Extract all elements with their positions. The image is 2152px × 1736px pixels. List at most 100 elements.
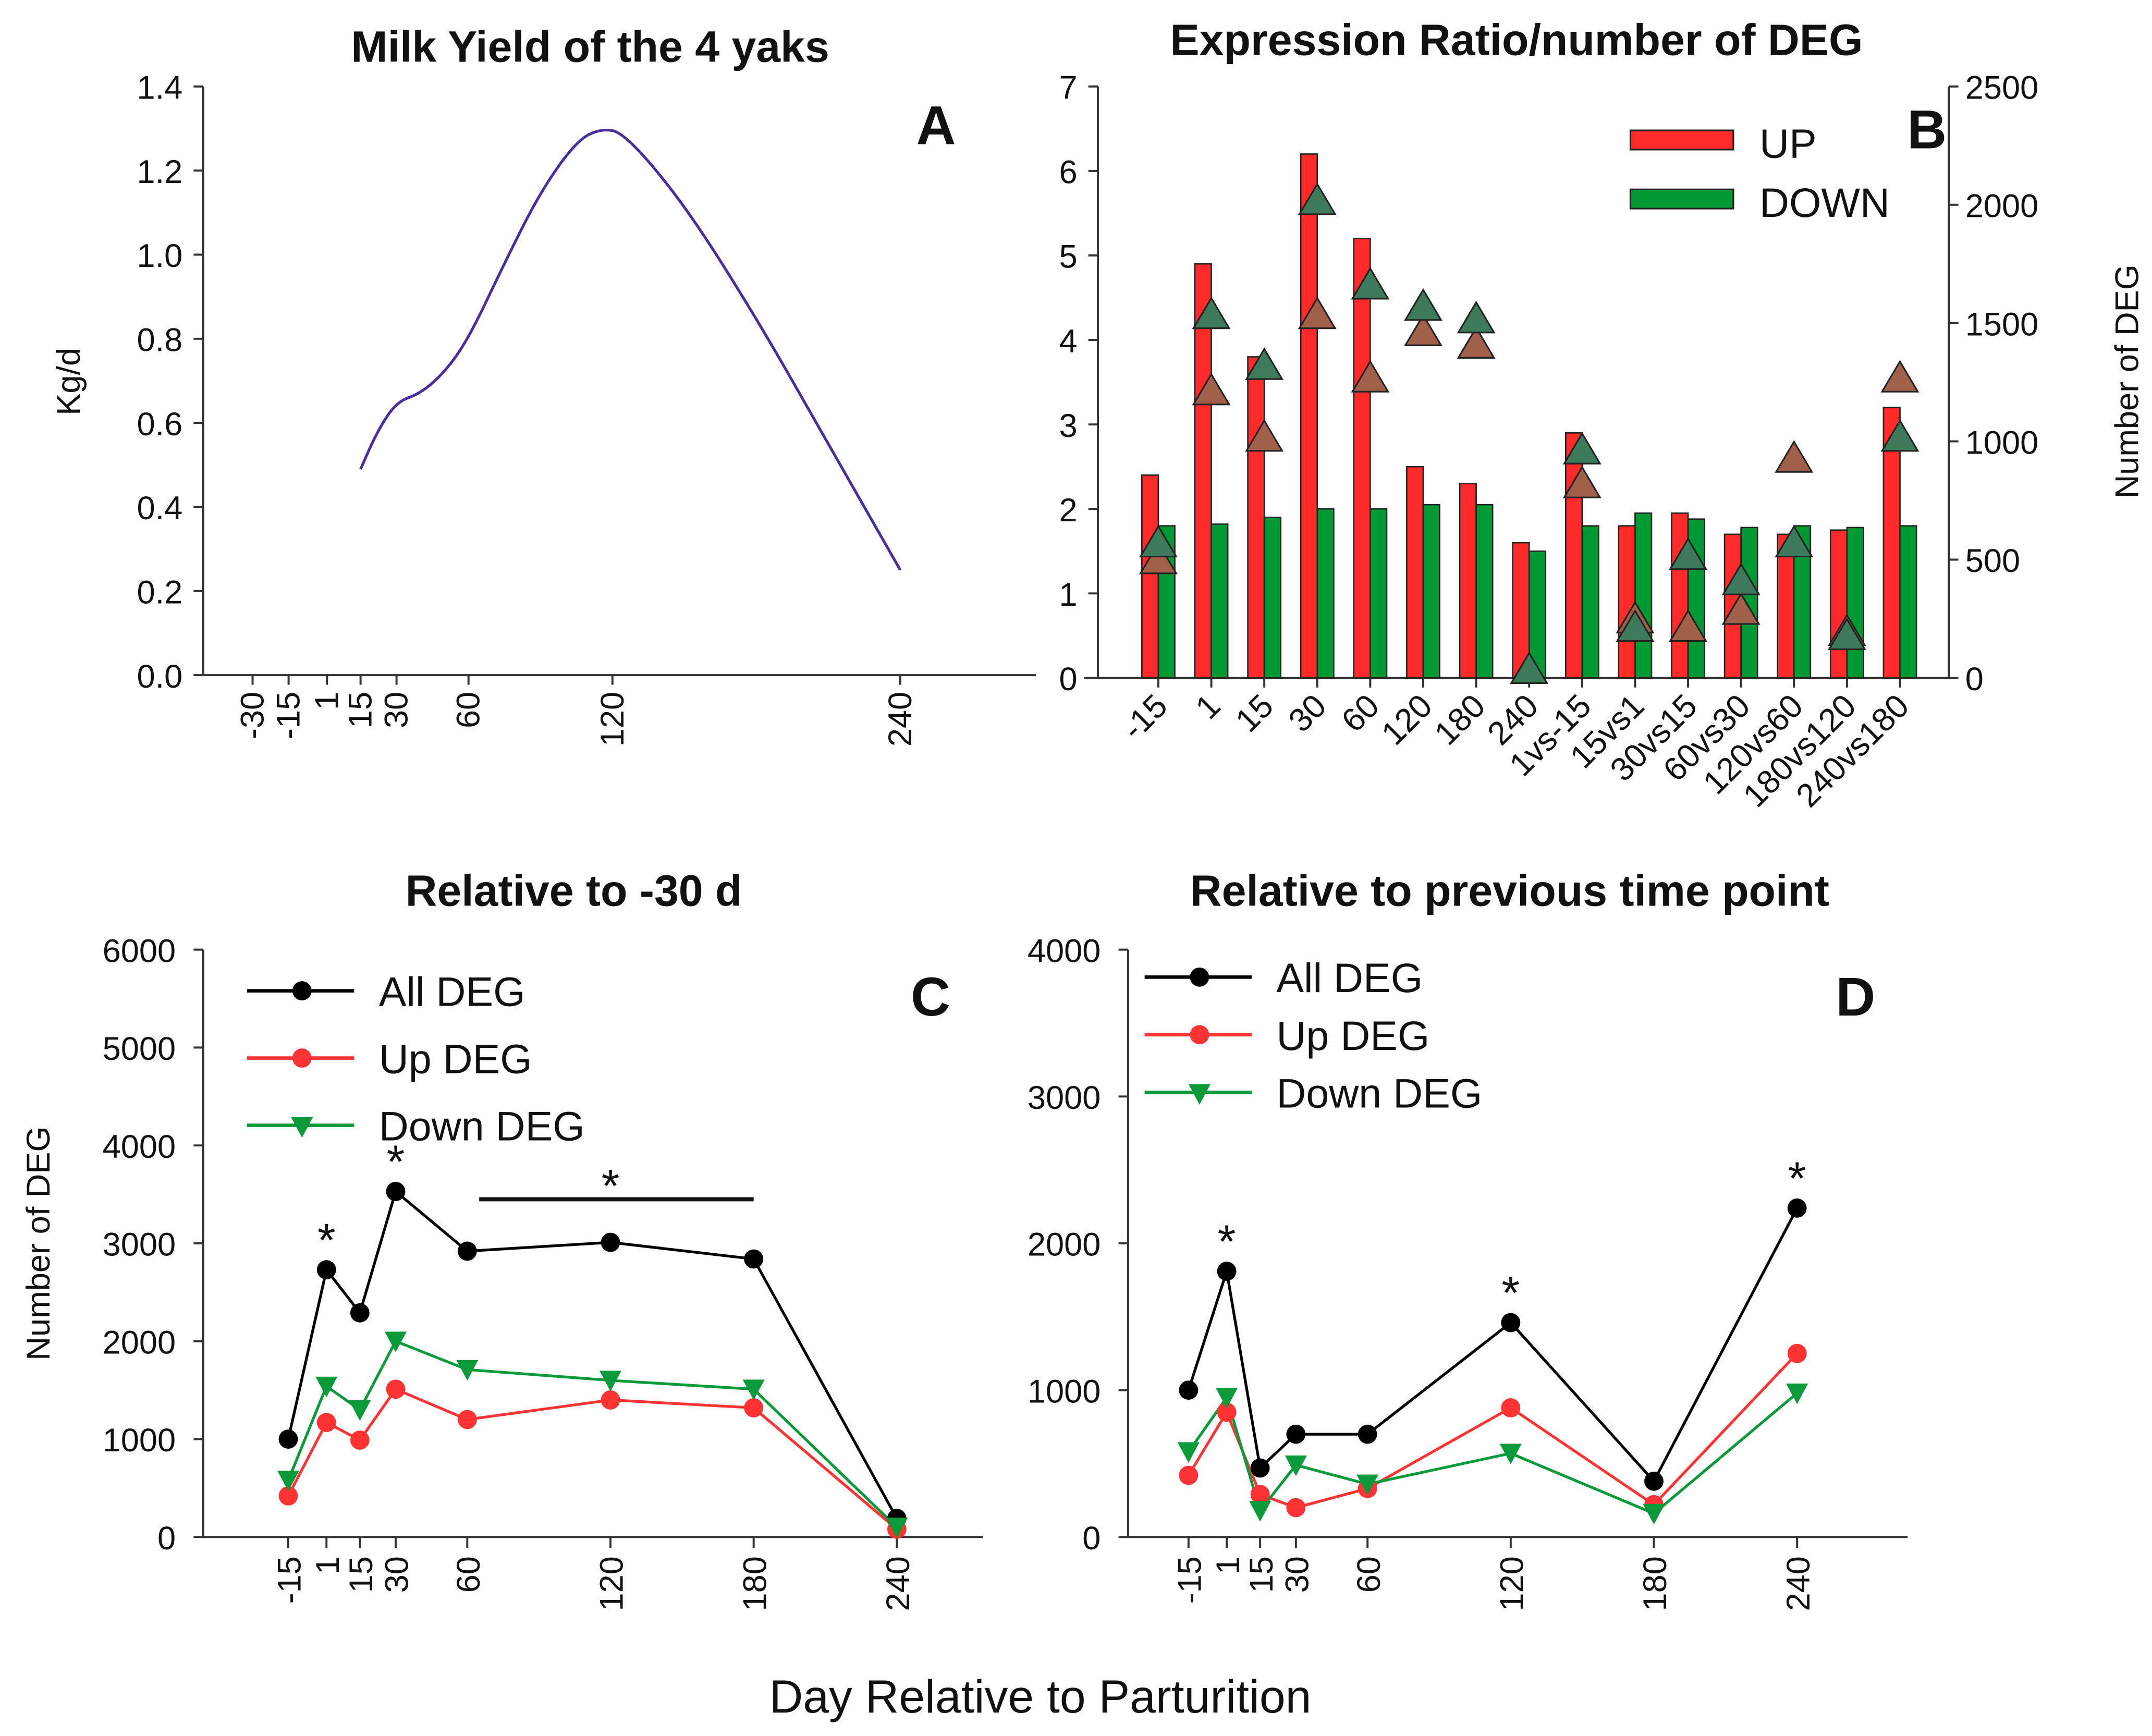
data-point-down-deg <box>1499 1444 1522 1464</box>
data-point-all-deg <box>1217 1262 1237 1281</box>
y-tick-label-a: 1.2 <box>137 154 183 190</box>
triangle-marker-brown <box>1457 326 1496 359</box>
data-point-all-deg <box>316 1260 336 1280</box>
data-point-all-deg <box>1250 1458 1270 1478</box>
data-point-all-deg <box>457 1241 477 1261</box>
y-tick-label-b: 4 <box>1059 323 1078 360</box>
y-tick-label-d: 0 <box>1082 1520 1101 1557</box>
data-point-up-deg <box>1250 1485 1270 1505</box>
data-point-all-deg <box>1787 1198 1807 1218</box>
legend-swatch-up <box>1629 129 1734 151</box>
data-point-down-deg <box>456 1360 479 1381</box>
triangle-marker-green <box>1192 296 1231 329</box>
x-tick-label-c: 120 <box>594 1556 630 1611</box>
y-tick-label-d: 4000 <box>1028 933 1101 969</box>
y-axis-label-a: Kg/d <box>51 348 87 415</box>
y2-tick-label-b: 2500 <box>1965 70 2039 106</box>
x-tick-label-a: 1 <box>309 692 345 710</box>
x-tick-label-d: -15 <box>1172 1556 1208 1604</box>
bar-down <box>1422 504 1440 679</box>
triangle-marker-brown <box>1562 466 1601 498</box>
significance-asterisk: * <box>1218 1215 1236 1267</box>
panel-label-b: B <box>1907 99 1947 160</box>
data-point-all-deg <box>386 1182 406 1201</box>
data-point-all-deg <box>1644 1471 1664 1491</box>
x-tick-label-c: 15 <box>343 1556 380 1593</box>
triangle-marker-green <box>1510 651 1549 684</box>
y-tick-label-a: 0.2 <box>137 574 183 611</box>
panel-label-d: D <box>1836 967 1875 1028</box>
bar-up <box>1671 512 1689 679</box>
x-tick-label-c: -15 <box>272 1556 308 1604</box>
triangle-marker-brown <box>1139 541 1178 574</box>
legend-marker <box>292 1048 312 1068</box>
chart-title-d: Relative to previous time point <box>1190 866 1829 915</box>
x-tick-label-c: 180 <box>737 1556 773 1611</box>
triangle-marker-brown <box>1351 360 1390 393</box>
x-tick-label-d: 240 <box>1780 1556 1817 1611</box>
bar-up <box>1406 466 1424 679</box>
data-point-down-deg <box>315 1376 338 1398</box>
triangle-marker-green <box>1404 288 1442 321</box>
x-tick-label-a: -30 <box>235 692 271 739</box>
data-point-up-deg <box>278 1486 298 1506</box>
bar-down <box>1370 508 1388 679</box>
x-tick-label-d: 180 <box>1637 1556 1673 1611</box>
x-tick-label-c: 60 <box>450 1556 487 1593</box>
chart-title-a: Milk Yield of the 4 yaks <box>351 22 829 71</box>
data-point-down-deg <box>1786 1383 1808 1404</box>
y-tick-label-a: 1.0 <box>137 238 183 274</box>
data-point-down-deg <box>277 1470 300 1492</box>
series-line-up-deg <box>287 1387 898 1531</box>
data-point-all-deg <box>1358 1424 1377 1444</box>
y-tick-label-c: 5000 <box>103 1031 176 1067</box>
y-axis-label-c: Number of DEG <box>20 1126 57 1360</box>
significance-asterisk: * <box>602 1160 620 1212</box>
milk-yield-line <box>359 128 902 571</box>
triangle-marker-brown <box>1245 419 1284 452</box>
triangle-marker-brown <box>1880 360 1919 393</box>
data-point-all-deg <box>350 1303 370 1323</box>
x-tick-label-a: 120 <box>594 692 631 747</box>
data-point-up-deg <box>601 1390 620 1410</box>
y-tick-label-c: 1000 <box>103 1422 176 1459</box>
data-point-down-deg <box>599 1371 622 1391</box>
triangle-marker-green <box>1616 609 1655 642</box>
legend-marker <box>1190 1025 1209 1045</box>
data-point-down-deg <box>1285 1455 1307 1476</box>
y-tick-label-d: 2000 <box>1028 1227 1101 1263</box>
y-tick-label-b: 1 <box>1059 577 1078 613</box>
y-tick-label-c: 2000 <box>103 1324 176 1361</box>
data-point-all-deg <box>601 1232 620 1252</box>
data-point-up-deg <box>386 1379 406 1399</box>
triangle-marker-brown <box>1669 609 1708 642</box>
series-line-all-deg <box>287 1189 898 1519</box>
bar-up <box>1829 529 1848 679</box>
triangle-marker-green <box>1775 524 1814 558</box>
bar-down <box>1634 512 1653 679</box>
y-tick-label-a: 0.4 <box>137 490 183 527</box>
data-point-down-deg <box>742 1379 765 1400</box>
data-point-up-deg <box>1179 1465 1199 1485</box>
triangle-marker-green <box>1721 563 1760 595</box>
data-point-up-deg <box>350 1430 370 1450</box>
triangle-marker-brown <box>1775 440 1814 473</box>
significance-asterisk: * <box>387 1135 405 1188</box>
legend-label-up-deg: Up DEG <box>1276 1013 1429 1059</box>
bar-up <box>1247 356 1265 679</box>
bar-up <box>1300 153 1318 679</box>
x-tick-label-b: 120 <box>1375 688 1439 752</box>
triangle-marker-green <box>1139 524 1178 558</box>
chart-title-c: Relative to -30 d <box>406 866 742 915</box>
x-tick-label-d: 120 <box>1494 1556 1531 1611</box>
x-tick-label-b: 60 <box>1335 688 1386 739</box>
data-point-all-deg <box>1179 1380 1199 1400</box>
x-tick-label-b: 180 <box>1428 688 1493 752</box>
x-tick-label-b: 15 <box>1229 688 1280 739</box>
legend-label-all-deg: All DEG <box>1276 955 1423 1001</box>
x-tick-label-d: 1 <box>1210 1556 1246 1574</box>
triangle-marker-green <box>1298 182 1337 215</box>
bar-down <box>1210 523 1229 679</box>
bar-down <box>1316 508 1335 679</box>
